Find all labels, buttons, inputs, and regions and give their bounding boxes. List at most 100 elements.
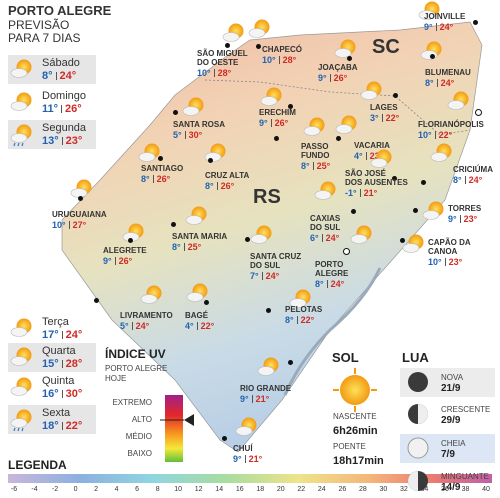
temperatures: 8° 24° <box>42 70 76 82</box>
max-temp: 25° <box>316 161 331 171</box>
city-name: URUGUAIANA <box>52 210 107 219</box>
separator <box>61 422 63 430</box>
max-temp: 24° <box>325 233 340 243</box>
separator <box>183 243 185 251</box>
separator <box>270 119 272 127</box>
city-name: PASSO <box>301 142 329 151</box>
city-name: DOS AUSENTES <box>345 178 408 187</box>
city-dot <box>342 247 350 255</box>
city-dot <box>429 53 435 59</box>
weather-icon <box>10 409 32 432</box>
min-temp: 9° <box>424 22 433 32</box>
moon-phase: CHEIA <box>441 439 466 448</box>
weather-icon <box>122 223 144 242</box>
city-name: DO OESTE <box>197 58 239 67</box>
uv-title: ÍNDICE UV <box>105 347 166 361</box>
separator <box>435 23 437 31</box>
min-temp: 8° <box>172 242 181 252</box>
city-name: LAGES <box>370 103 398 112</box>
moon-phase: NOVA <box>441 373 464 382</box>
separator <box>436 79 438 87</box>
temperatures: 9° 26° <box>318 73 347 83</box>
city-name: CHUÍ <box>233 444 253 453</box>
weather-icon <box>430 143 452 162</box>
min-temp: 8° <box>453 175 462 185</box>
city-name: BLUMENAU <box>425 68 471 77</box>
city-dot <box>420 179 426 185</box>
legend-tick-label: 22 <box>297 486 306 493</box>
city-dot <box>221 435 227 441</box>
city-name: FLORIANÓPOLIS <box>418 120 484 129</box>
max-temp: 23° <box>369 151 384 161</box>
max-temp: 26° <box>220 181 235 191</box>
city-name: CRUZ ALTA <box>205 171 250 180</box>
city-name: PORTO <box>315 260 344 269</box>
max-temp: 22° <box>438 130 453 140</box>
max-temp: 28° <box>217 68 232 78</box>
min-temp: 9° <box>233 454 242 464</box>
day-name: Quarta <box>42 345 76 357</box>
temperatures: 16° 30° <box>42 388 82 400</box>
city-dot <box>244 236 250 242</box>
max-temp: 22° <box>300 315 315 325</box>
weather-icon <box>335 115 357 134</box>
max-temp: 26° <box>118 256 133 266</box>
legend-tick-label: 32 <box>400 486 408 493</box>
min-temp: 10° <box>262 55 276 65</box>
temperatures: 18° 22° <box>42 420 82 432</box>
max-temp: 26° <box>65 103 82 115</box>
min-temp: 18° <box>42 420 59 432</box>
weather-icon <box>418 1 440 20</box>
city-dot <box>474 108 482 116</box>
max-temp: 21° <box>363 188 378 198</box>
temperatures: 8° 26° <box>205 181 234 191</box>
weather-icon <box>10 92 32 111</box>
legend-tick-label: -2 <box>51 486 59 493</box>
city-name: RIO GRANDE <box>240 384 292 393</box>
temperatures: 10° 22° <box>418 130 452 140</box>
weather-icon <box>235 417 257 436</box>
separator <box>326 280 328 288</box>
city-name: ERECHIM <box>259 108 296 117</box>
temperatures: 13° 23° <box>42 135 82 147</box>
city-dot <box>346 55 352 61</box>
city-dot <box>127 237 133 243</box>
temperatures: 9° 24° <box>424 22 453 32</box>
city-dot <box>287 103 293 109</box>
city-name: JOINVILLE <box>424 12 466 21</box>
separator <box>196 322 198 330</box>
temperatures: 8° 26° <box>141 174 170 184</box>
min-temp: 4° <box>185 321 194 331</box>
weather-icon <box>447 91 469 110</box>
city-name: CAPÃO DA <box>428 238 471 247</box>
city-dot <box>412 207 418 213</box>
uv-level: MÉDIO <box>125 432 152 441</box>
weather-icon <box>260 87 282 106</box>
max-temp: 24° <box>265 271 280 281</box>
separator <box>444 258 446 266</box>
min-temp: 13° <box>42 135 59 147</box>
legend-tick-label: 34 <box>420 486 429 493</box>
temperatures: 9° 26° <box>259 118 288 128</box>
city-name: VACARIA <box>354 141 390 150</box>
max-temp: 24° <box>468 175 483 185</box>
city-name: FUNDO <box>301 151 330 160</box>
min-temp: 8° <box>42 70 53 82</box>
max-temp: 22° <box>200 321 215 331</box>
max-temp: 22° <box>385 113 400 123</box>
sunrise-time: 6h26min <box>333 425 378 437</box>
legend-tick-label: 24 <box>317 486 326 493</box>
separator <box>61 360 63 368</box>
separator <box>464 176 466 184</box>
legend-tick-label: 12 <box>194 486 203 493</box>
min-temp: 9° <box>103 256 112 266</box>
weather-icon <box>314 181 336 200</box>
max-temp: 26° <box>333 73 348 83</box>
temperatures: 9° 26° <box>103 256 132 266</box>
city-dot <box>265 307 271 313</box>
day-name: Quinta <box>42 375 75 387</box>
city-dot <box>472 19 478 25</box>
uv-subtitle: HOJE <box>105 374 127 383</box>
separator <box>434 131 436 139</box>
city-dot <box>203 299 209 305</box>
